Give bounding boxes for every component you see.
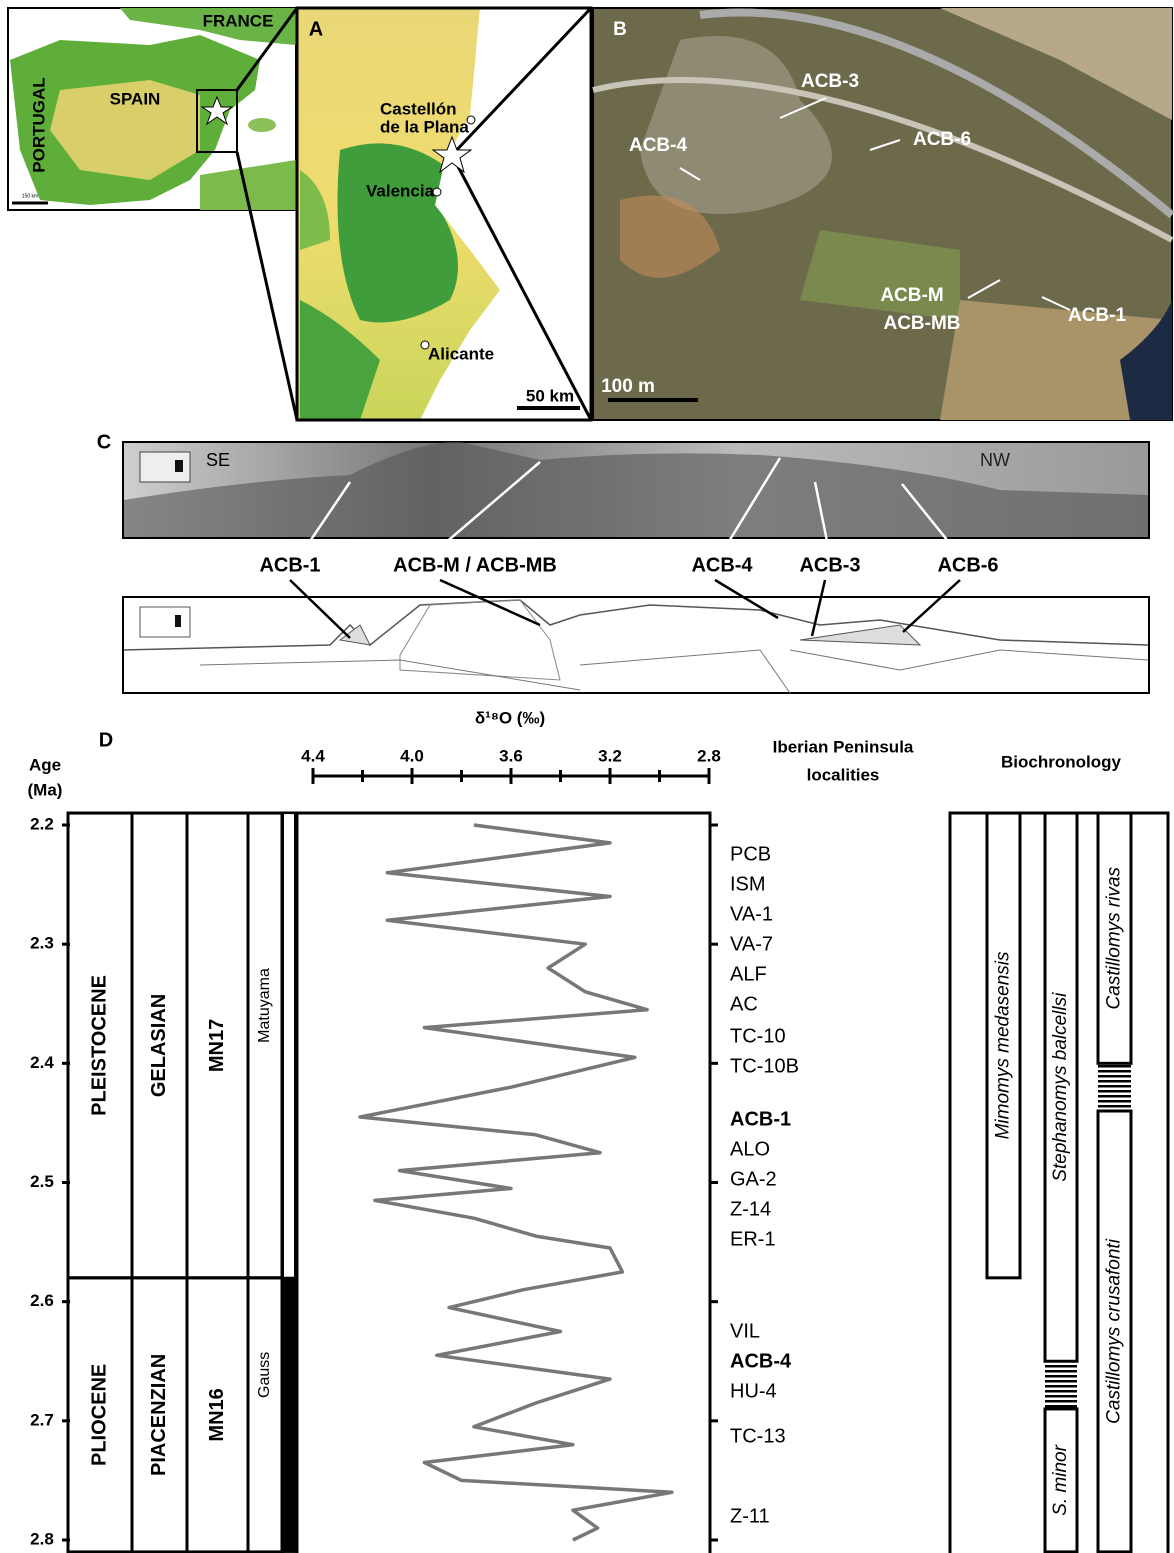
label: ACB-4 <box>730 1350 792 1372</box>
label: PIACENZIAN <box>148 1354 170 1476</box>
label: GELASIAN <box>148 994 170 1097</box>
label: PCB <box>730 843 771 865</box>
label: ACB-1 <box>1068 305 1126 326</box>
label: PLIOCENE <box>88 1364 110 1466</box>
label: 2.2 <box>30 814 54 833</box>
unit <box>248 1278 282 1552</box>
label: ISM <box>730 873 766 895</box>
label: 3.6 <box>499 746 523 765</box>
label: SPAIN <box>110 89 161 108</box>
label: Iberian Peninsula <box>773 737 914 756</box>
d18o-curve <box>360 825 672 1540</box>
label: 3.2 <box>598 746 622 765</box>
label: Z-14 <box>730 1198 771 1220</box>
label: VA-1 <box>730 903 773 925</box>
label: δ¹⁸O (‰) <box>475 708 545 727</box>
label: (Ma) <box>28 780 63 799</box>
panel-c-drawing <box>123 580 1149 693</box>
label: Castillomys rivas <box>1104 866 1125 1009</box>
label: ACB-1 <box>730 1108 791 1130</box>
unit <box>248 813 282 1278</box>
label: localities <box>807 765 880 784</box>
label: VA-7 <box>730 933 773 955</box>
label: ACB-4 <box>691 554 753 576</box>
label: de la Plana <box>380 117 469 136</box>
label: ACB-6 <box>937 554 998 576</box>
label: MN17 <box>206 1019 228 1072</box>
label: Alicante <box>428 344 494 363</box>
label: SE <box>206 450 230 470</box>
label: S. minor <box>1050 1444 1071 1515</box>
label: FRANCE <box>203 11 274 30</box>
label: ACB-MB <box>883 313 960 334</box>
label: AC <box>730 993 758 1015</box>
label: 2.4 <box>30 1053 54 1072</box>
label: 100 m <box>601 376 655 397</box>
label: 2.6 <box>30 1291 54 1310</box>
label: TC-10 <box>730 1025 786 1047</box>
label: MN16 <box>206 1388 228 1441</box>
label: TC-13 <box>730 1425 786 1447</box>
label: 2.5 <box>30 1172 54 1191</box>
panel-b-aerial <box>593 8 1172 420</box>
label: ACB-6 <box>913 129 971 150</box>
label: 2.8 <box>697 746 721 765</box>
label: 150 km <box>22 193 38 199</box>
label: Castillomys crusafonti <box>1104 1238 1125 1424</box>
label: 4.0 <box>400 746 424 765</box>
label: ACB-1 <box>259 554 320 576</box>
polarity <box>283 1278 295 1552</box>
label: ACB-3 <box>801 71 859 92</box>
figure: FRANCE SPAIN PORTUGAL 150 km A Castellónde la… <box>0 0 1174 1553</box>
label: Stephanomys balcellsi <box>1050 992 1071 1182</box>
label: 50 km <box>526 386 574 405</box>
inset-map <box>8 8 296 210</box>
label: B <box>613 19 627 40</box>
taxon-uncertain <box>1098 1063 1131 1111</box>
label: ACB-M / ACB-MB <box>393 554 557 576</box>
label: ALF <box>730 963 767 985</box>
label: C <box>97 431 111 453</box>
label: HU-4 <box>730 1380 777 1402</box>
label: Gauss <box>256 1352 273 1398</box>
label: Valencia <box>366 181 435 200</box>
curve-frame <box>297 813 710 1553</box>
label: GA-2 <box>730 1168 777 1190</box>
label: PLEISTOCENE <box>88 975 110 1116</box>
taxon-uncertain <box>1045 1361 1077 1409</box>
label: 2.7 <box>30 1410 54 1429</box>
label: TC-10B <box>730 1055 799 1077</box>
label: Castellón <box>380 99 457 118</box>
label: ACB-M <box>880 285 943 306</box>
label: 2.3 <box>30 934 54 953</box>
polarity <box>283 813 295 1278</box>
label: Matuyama <box>256 968 273 1043</box>
label: VIL <box>730 1320 760 1342</box>
label: ER-1 <box>730 1228 776 1250</box>
label: 4.4 <box>301 746 325 765</box>
label: Age <box>29 755 61 774</box>
label: Biochronology <box>1001 752 1121 771</box>
label: PORTUGAL <box>29 77 48 172</box>
label: Z-11 <box>730 1505 770 1527</box>
label: Mimomys medasensis <box>993 951 1014 1139</box>
label: NW <box>980 450 1010 470</box>
label: ACB-4 <box>629 135 687 156</box>
label: 2.8 <box>30 1529 54 1548</box>
label: A <box>309 18 323 40</box>
label: ALO <box>730 1138 770 1160</box>
label: D <box>99 729 113 751</box>
label: ACB-3 <box>799 554 860 576</box>
